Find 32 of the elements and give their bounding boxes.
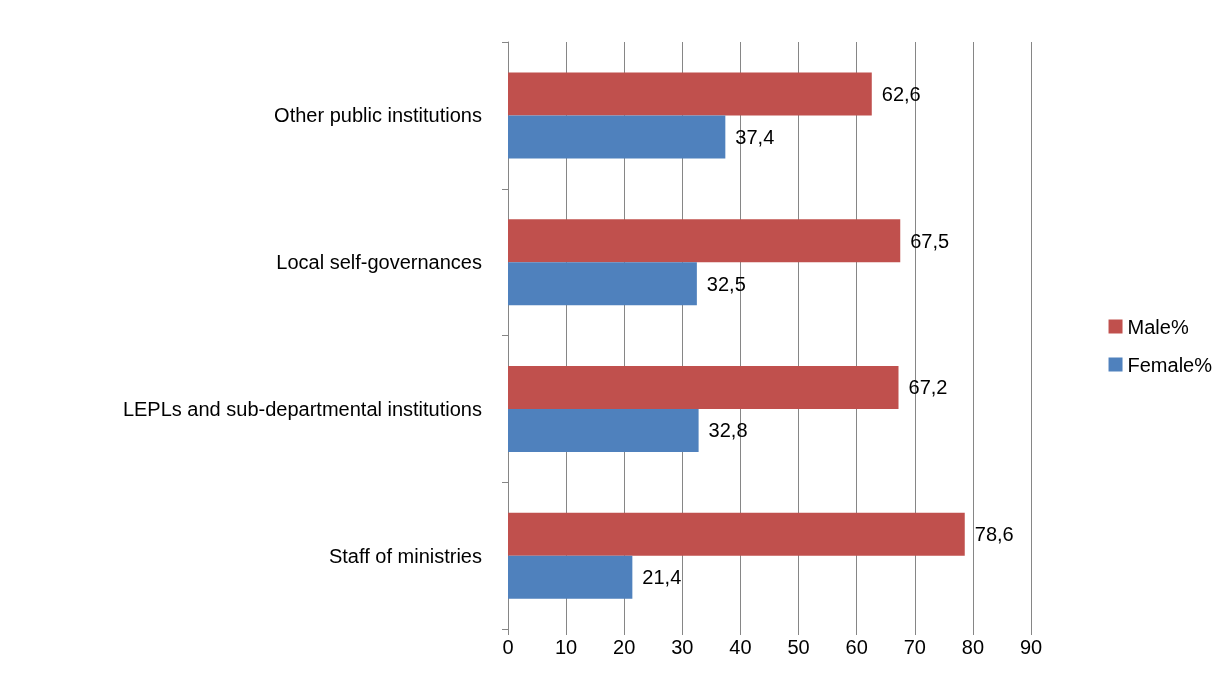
data-label: 21,4 (642, 566, 682, 589)
x-tick-label: 30 (671, 636, 694, 658)
x-tick-label: 60 (845, 636, 868, 658)
data-label: 67,2 (908, 376, 948, 399)
x-tick-label: 80 (961, 636, 985, 658)
bar (508, 408, 699, 452)
x-tick-label: 50 (787, 636, 810, 658)
x-tick-label: 90 (1019, 636, 1043, 658)
bar (508, 72, 872, 116)
y-tick-label: Other public institutions (274, 104, 482, 127)
data-label: 32,8 (708, 419, 748, 442)
x-tick-label: 40 (729, 636, 752, 658)
bar (508, 115, 726, 159)
legend-label: Male% (1127, 315, 1189, 338)
y-tick-label: LEPLs and sub-departmental institutions (122, 397, 482, 420)
y-tick-label: Local self-governances (276, 251, 482, 274)
data-label: 37,4 (735, 125, 775, 148)
x-tick-label: 70 (903, 636, 926, 658)
x-tick-label: 20 (613, 636, 636, 658)
data-label: 78,6 (974, 523, 1014, 546)
bar (508, 512, 965, 556)
bar (508, 365, 899, 409)
y-tick-label: Staff of ministries (328, 544, 482, 567)
data-label: 62,6 (881, 82, 921, 105)
data-label: 32,5 (706, 272, 746, 295)
data-label: 67,5 (910, 229, 950, 252)
x-tick-label: 0 (502, 636, 514, 658)
bar (508, 555, 633, 599)
bar (508, 219, 901, 263)
bar (508, 262, 697, 306)
x-tick-label: 10 (554, 636, 578, 658)
legend-label: Female% (1127, 353, 1213, 376)
